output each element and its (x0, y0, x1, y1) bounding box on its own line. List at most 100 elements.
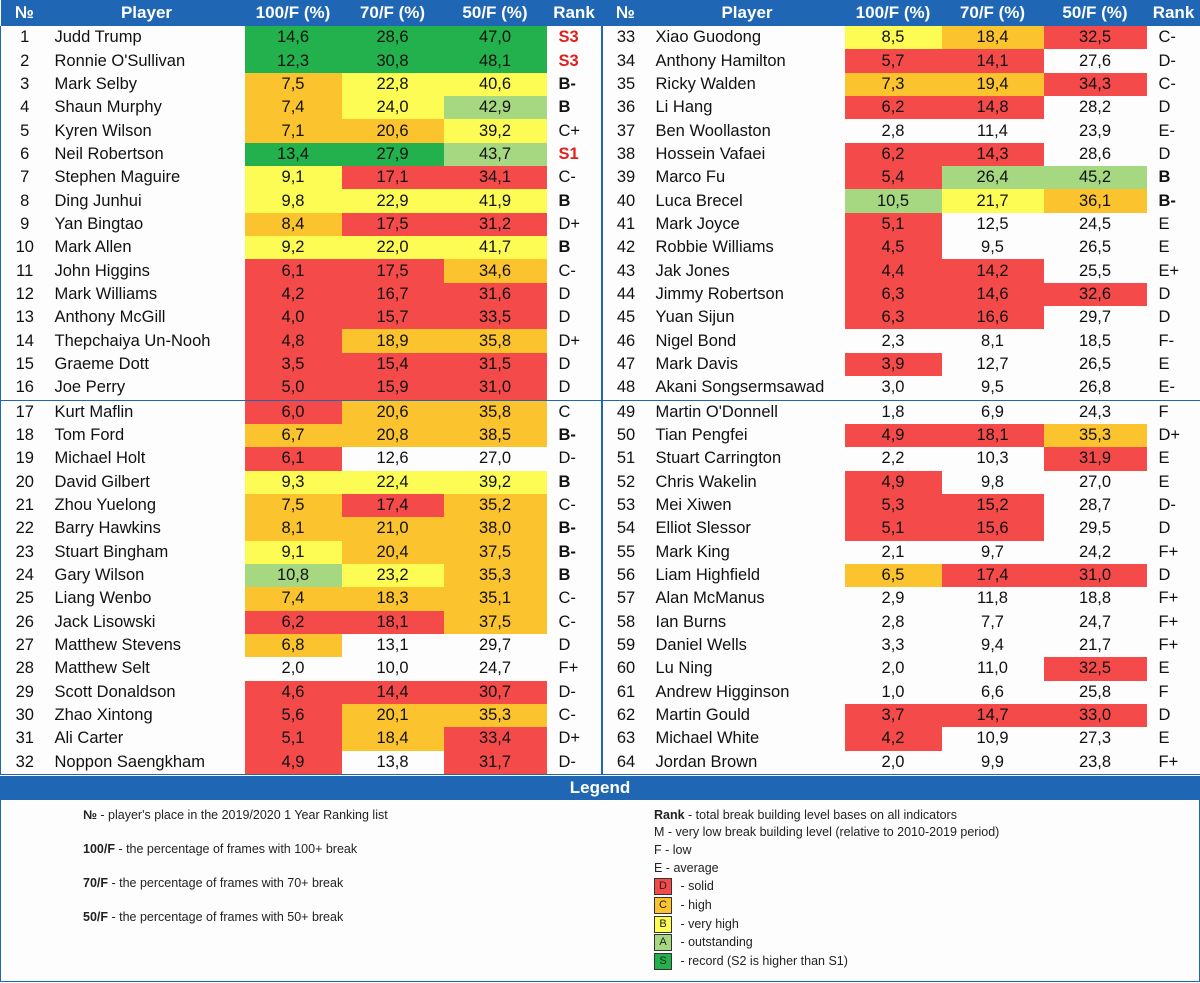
stat-v70: 9,9 (941, 750, 1044, 775)
table-row: 25 Liang Wenbo 7,4 18,3 35,1 C- 57 Alan McManus… (0, 587, 1200, 611)
stat-v100: 9,8 (244, 189, 342, 213)
stat-v50: 32,5 (1043, 657, 1147, 681)
stat-v50: 48,1 (443, 49, 547, 73)
header-rank: Rank (1146, 0, 1200, 26)
stat-v70: 23,2 (341, 563, 444, 588)
stat-v70: 9,5 (981, 238, 1004, 257)
player-position: 53 (600, 493, 650, 518)
header-rank: Rank (546, 0, 602, 26)
stat-v100: 3,7 (844, 703, 942, 728)
player-position: 6 (0, 142, 49, 167)
legend-title: Legend (0, 776, 1200, 800)
player-name: Andrew Higginson (655, 682, 790, 701)
stat-v70: 14,6 (941, 282, 1044, 307)
player-position: 46 (600, 329, 650, 353)
player-name: Ali Carter (54, 729, 124, 748)
stat-v70: 17,1 (341, 166, 444, 190)
stat-v50: 37,5 (443, 610, 547, 634)
legend-level-e: E - average (654, 861, 719, 875)
player-position: 28 (0, 657, 49, 681)
stat-v70: 15,6 (941, 517, 1044, 541)
player-position: 24 (0, 563, 49, 588)
player-name: Anthony McGill (54, 308, 166, 327)
player-rank: B- (558, 74, 576, 93)
stat-v70: 14,1 (941, 49, 1044, 73)
player-name: Nigel Bond (655, 331, 737, 350)
player-position: 39 (600, 166, 650, 190)
table-row: 2 Ronnie O'Sullivan 12,3 30,8 48,1 S3 34 Anthon… (0, 49, 1200, 73)
legend-50f: 50/F - the percentage of frames with 50+… (83, 910, 344, 924)
player-rank: D+ (558, 331, 581, 350)
player-rank: C- (558, 612, 576, 631)
player-position: 19 (0, 447, 49, 471)
player-position: 1 (0, 26, 49, 50)
player-name: Kyren Wilson (54, 121, 152, 140)
player-position: 50 (600, 423, 650, 448)
stat-v70: 9,4 (981, 636, 1004, 655)
stat-v50: 21,7 (1078, 636, 1112, 655)
stat-v70: 17,5 (341, 212, 444, 237)
table-row: 32 Noppon Saengkham 4,9 13,8 31,7 D- 64 Jordan … (0, 750, 1200, 775)
stat-v100: 4,8 (244, 329, 342, 353)
stat-v50: 26,5 (1078, 238, 1112, 257)
table-row: 26 Jack Lisowski 6,2 18,1 37,5 C- 58 Ian Burns 2… (0, 610, 1200, 634)
table-row: 9 Yan Bingtao 8,4 17,5 31,2 D+ 41 Mark Joyce 5,1… (0, 212, 1200, 237)
table-row: 5 Kyren Wilson 7,1 20,6 39,2 C+ 37 Ben Woollast… (0, 119, 1200, 143)
stat-v100: 4,0 (244, 306, 342, 330)
player-rank: B (558, 238, 571, 257)
player-rank: E (1146, 352, 1200, 377)
stat-v100: 7,5 (244, 493, 342, 518)
player-rank: C- (558, 261, 576, 280)
table-row: 7 Stephen Maguire 9,1 17,1 34,1 C- 39 Marco Fu 5… (0, 166, 1200, 190)
player-rank: S3 (558, 28, 579, 47)
table-row: 1 Judd Trump 14,6 28,6 47,0 S3 33 Xiao Guodong 8… (0, 26, 1200, 50)
stat-v50: 45,2 (1043, 166, 1147, 190)
stat-v50: 24,7 (478, 659, 512, 678)
header-row: № Player 100/F (%) 70/F (%) 50/F (%) Ran… (0, 0, 1200, 26)
stat-v70: 18,3 (341, 587, 444, 611)
stat-v70: 22,8 (341, 72, 444, 97)
stat-v100: 6,0 (244, 399, 342, 424)
player-position: 16 (0, 376, 49, 400)
stat-v50: 30,7 (443, 680, 547, 704)
stat-v70: 17,4 (341, 493, 444, 518)
stat-v70: 15,9 (341, 376, 444, 400)
player-rank: D (558, 354, 571, 373)
player-rank: E+ (1146, 259, 1200, 283)
stat-v100: 8,1 (244, 517, 342, 541)
player-rank: E (1146, 212, 1200, 237)
stat-v50: 35,3 (1043, 423, 1147, 448)
player-name: Liam Highfield (655, 566, 761, 585)
table-row: 21 Zhou Yuelong 7,5 17,4 35,2 C- 53 Mei Xiwen 5,… (0, 493, 1200, 518)
stat-v50: 24,5 (1078, 214, 1112, 233)
stat-v70: 14,3 (941, 142, 1044, 167)
header-num: № (601, 0, 650, 26)
table-row: 23 Stuart Bingham 9,1 20,4 37,5 B- 55 Mark King… (0, 540, 1200, 564)
stat-v70: 21,0 (341, 517, 444, 541)
player-name: Barry Hawkins (54, 519, 161, 538)
stat-v50: 31,7 (443, 750, 547, 775)
stat-v100: 9,3 (244, 470, 342, 494)
table-row: 3 Mark Selby 7,5 22,8 40,6 B- 35 Ricky Walden 7,… (0, 72, 1200, 97)
player-position: 38 (600, 142, 650, 167)
stat-v70: 20,6 (341, 119, 444, 143)
table-row: 16 Joe Perry 5,0 15,9 31,0 D 48 Akani Songserms… (0, 376, 1200, 400)
player-rank: E- (1146, 119, 1200, 143)
legend-70f: 70/F - the percentage of frames with 70+… (83, 876, 344, 890)
player-rank: B- (558, 542, 576, 561)
player-name: Shaun Murphy (54, 98, 162, 117)
stat-v70: 22,9 (341, 189, 444, 213)
player-position: 61 (600, 680, 650, 704)
player-rank: E (1146, 727, 1200, 751)
player-name: Kurt Maflin (48, 399, 245, 424)
table-row: 6 Neil Robertson 13,4 27,9 43,7 S1 38 Hossein V… (0, 142, 1200, 167)
stat-v50: 35,8 (443, 399, 547, 424)
player-rank: B (558, 191, 571, 210)
player-name: Judd Trump (54, 28, 142, 47)
player-rank: B (558, 566, 571, 585)
stat-v70: 18,1 (341, 610, 444, 634)
player-position: 47 (600, 352, 650, 377)
player-name: Akani Songsermsawad (655, 378, 825, 397)
stat-v100: 3,5 (244, 352, 342, 377)
player-rank: C- (1146, 72, 1200, 97)
